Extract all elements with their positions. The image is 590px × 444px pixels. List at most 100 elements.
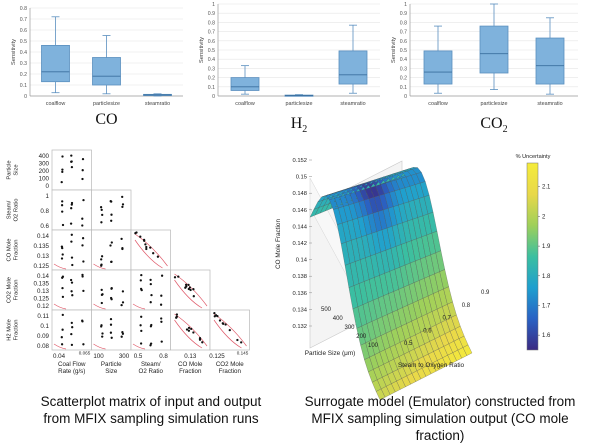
- z-axis-label: CO Mole Fraction: [275, 219, 282, 270]
- spm-col-tick: 0.13: [184, 353, 197, 360]
- y-tick-label: 0.6: [208, 39, 215, 45]
- spm-cell-frame: [130, 269, 171, 311]
- spm-point: [81, 244, 84, 247]
- z-tick-label: 0.132: [292, 324, 307, 330]
- spm-point: [60, 245, 64, 248]
- panel-title-main: CO: [95, 111, 117, 128]
- y-tick-label: 0.5: [400, 48, 407, 54]
- z-tick-label: 0.136: [292, 291, 307, 297]
- spm-col-tick: 300: [119, 353, 130, 360]
- spm-col-tick: 0.065: [79, 351, 91, 356]
- spm-point: [82, 343, 85, 346]
- y-tick-label: 1: [404, 2, 407, 8]
- spm-cell-r4-c4: [170, 269, 211, 311]
- y-tick-label: 0.9: [400, 11, 407, 17]
- spm-col-tick: 0.8: [159, 353, 168, 360]
- box-panel-3: 0 0.1 0.2 0.3 0.4 0.5 0.6 0.7 0.8 0.9 1 Sensitivity…: [391, 2, 578, 135]
- spm-point: [185, 285, 188, 288]
- panel-title-subscript: 2: [503, 124, 508, 135]
- spm-point: [100, 293, 104, 297]
- spm-point: [110, 286, 113, 290]
- spm-point: [100, 264, 103, 267]
- spm-cell-r3-c1: [51, 229, 92, 271]
- spm-point: [61, 170, 64, 174]
- spm-point: [139, 279, 142, 282]
- spm-point: [61, 253, 64, 256]
- panel-title: CO: [95, 111, 117, 128]
- fit-curve: [132, 303, 146, 310]
- spm-point: [109, 317, 113, 321]
- spm-row-label-line-2: Fraction: [14, 320, 20, 341]
- spm-point: [187, 326, 191, 330]
- colorbar-tick-label: 2.1: [542, 185, 551, 191]
- x-category-label: particlesize: [93, 101, 120, 107]
- spm-col-tick: 0.5: [134, 353, 143, 360]
- spm-point: [190, 327, 193, 331]
- fit-curve: [53, 303, 67, 310]
- spm-point: [175, 313, 179, 316]
- spm-col-label-line-2: O2 Ratio: [139, 368, 164, 375]
- box-steamratio: [338, 50, 368, 85]
- spm-point: [70, 343, 74, 347]
- y-tick-label: 0.3: [208, 66, 215, 72]
- spm-point: [101, 213, 104, 217]
- spm-point: [187, 329, 191, 332]
- y-axis-label: Steam to Oxygen Ratio: [398, 362, 465, 369]
- y-tick-label: 0.9: [208, 11, 215, 17]
- caption-right-line-1: Surrogate model (Emulator) constructed f…: [304, 394, 576, 409]
- z-tick-label: 0.14: [296, 258, 308, 264]
- spm-cell-frame: [91, 269, 132, 311]
- box-coalflow: [230, 77, 260, 91]
- y-tick-label: 0.8: [462, 303, 471, 309]
- caption-right: Surrogate model (Emulator) constructed f…: [290, 393, 590, 444]
- spm-cell-frame: [130, 229, 171, 271]
- spm-col-label-line-1: Steam/: [141, 361, 161, 368]
- spm-row-tick: 400: [39, 153, 50, 160]
- spm-cell-frame: [91, 229, 132, 271]
- spm-point: [192, 295, 195, 298]
- spm-point: [99, 206, 103, 209]
- spm-point: [121, 205, 124, 209]
- spm-point: [110, 219, 113, 222]
- spm-point: [70, 160, 73, 163]
- x-tick-label: 500: [321, 307, 332, 313]
- y-tick-label: 0.8: [208, 20, 215, 26]
- spm-point: [110, 213, 113, 216]
- spm-row-tick: 0.135: [34, 281, 50, 288]
- surface-plot: 0.152 0.15 0.148 0.146 0.144 0.142 0.14 0.138 0.…: [275, 154, 551, 400]
- panel-title-main: CO: [480, 115, 502, 132]
- spm-point: [71, 294, 74, 297]
- spm-point: [149, 278, 152, 282]
- spm-cell-r1-c1: [51, 149, 92, 191]
- spm-col-label-line-2: Size: [105, 368, 118, 375]
- box-coalflow: [423, 50, 453, 85]
- spm-point: [61, 286, 64, 290]
- y-tick-label: 0.7: [443, 316, 452, 322]
- spm-point: [152, 252, 155, 255]
- fit-curve: [93, 263, 106, 270]
- box-particlesize: [92, 57, 121, 86]
- spm-point: [70, 332, 73, 336]
- spm-point: [81, 273, 84, 277]
- spm-point: [177, 275, 180, 278]
- spm-row-tick: 100: [39, 176, 50, 183]
- spm-point: [120, 303, 123, 307]
- spm-point: [150, 323, 153, 327]
- spm-point: [135, 231, 138, 234]
- spm-point: [144, 243, 147, 246]
- spm-point: [240, 341, 243, 344]
- spm-point: [60, 257, 64, 260]
- spm-point: [140, 315, 143, 318]
- panel-title: CO2: [480, 115, 507, 135]
- spm-col-tick: 0.145: [237, 351, 249, 356]
- spm-point: [61, 313, 64, 317]
- spm-row-tick: 200: [39, 168, 50, 175]
- spm-row-label-line-1: CO2 Mole: [7, 277, 13, 303]
- spm-point: [149, 344, 152, 347]
- spm-point: [110, 336, 113, 339]
- spm-point: [150, 293, 153, 297]
- spm-point: [109, 323, 113, 326]
- spm-row-label: ParticleSize: [7, 160, 20, 179]
- box-steamratio: [535, 37, 565, 85]
